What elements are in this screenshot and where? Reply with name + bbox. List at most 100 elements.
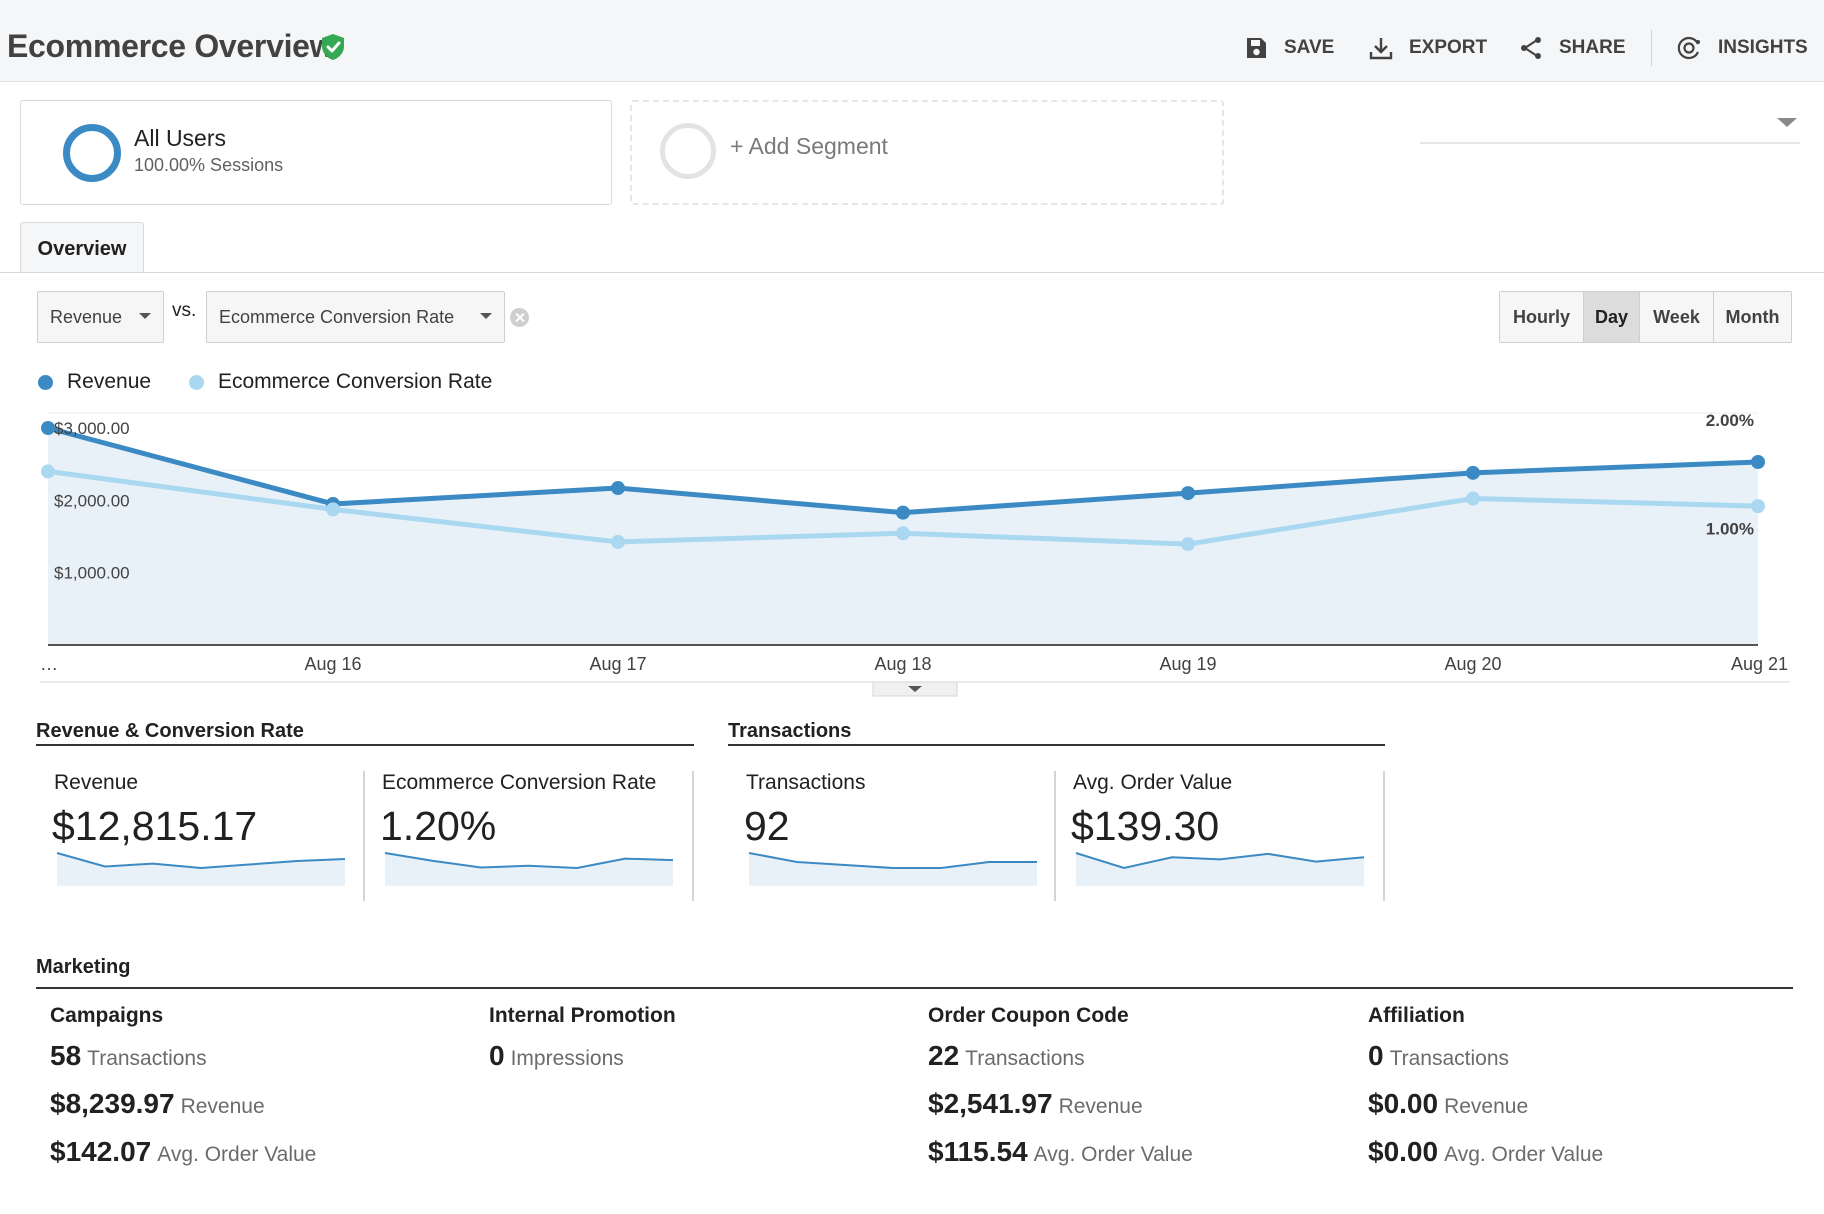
export-icon [1369, 38, 1393, 60]
insights-icon [1677, 36, 1700, 60]
conversion-point [1181, 537, 1195, 552]
revenue-point [1181, 486, 1195, 501]
marketing-metric: $0.00 Avg. Order Value [1368, 1136, 1603, 1184]
segment-all-users[interactable]: All Users 100.00% Sessions [20, 100, 612, 205]
marketing-column-title: Campaigns [50, 1004, 164, 1027]
sparkline [748, 852, 1037, 886]
marketing-column-title: Affiliation [1368, 1004, 1465, 1027]
segment-name: All Users [134, 125, 227, 151]
conversion-point [41, 464, 55, 479]
group-underline [728, 744, 1385, 746]
legend-dot-revenue [38, 374, 53, 390]
y-left-tick-label: $2,000.00 [54, 491, 130, 510]
scorecard-conversion-rate[interactable]: Ecommerce Conversion Rate 1.20% [364, 771, 694, 901]
segment-detail: 100.00% Sessions [134, 155, 284, 175]
group-title-transactions: Transactions [728, 720, 852, 742]
tab-overview[interactable]: Overview [20, 222, 144, 273]
metric-unit: Avg. Order Value [1033, 1143, 1193, 1166]
vs-label: vs. [172, 300, 197, 321]
revenue-point [896, 505, 910, 520]
share-button[interactable]: SHARE [1519, 30, 1626, 66]
metric-value: $0.00 [1368, 1136, 1439, 1167]
marketing-metric: $0.00 Revenue [1368, 1088, 1603, 1136]
scorecard-avg-order-value[interactable]: Avg. Order Value $139.30 [1055, 771, 1385, 901]
dropdown-caret-icon [139, 313, 151, 319]
revenue-point [611, 481, 625, 496]
scorecard-label: Avg. Order Value [1073, 771, 1233, 794]
card-divider [363, 771, 365, 901]
add-segment-label: + Add Segment [730, 133, 888, 159]
conversion-point [896, 526, 910, 541]
x-tick-label: Aug 20 [1444, 654, 1501, 674]
y-right-tick-label: 1.00% [1706, 520, 1754, 539]
save-button[interactable]: SAVE [1244, 30, 1334, 66]
marketing-metric: $8,239.97 Revenue [50, 1088, 316, 1136]
scorecard-revenue[interactable]: Revenue $12,815.17 [36, 771, 366, 901]
scorecard-value: 92 [744, 803, 790, 849]
scorecard-value: $139.30 [1071, 803, 1220, 849]
period-month[interactable]: Month [1713, 292, 1791, 342]
card-divider [1383, 771, 1385, 901]
x-tick-label: Aug 18 [874, 654, 931, 674]
chevron-down-icon [908, 686, 922, 692]
export-button[interactable]: EXPORT [1369, 30, 1487, 66]
conversion-point [611, 534, 625, 549]
period-toggle: Hourly Day Week Month [1499, 291, 1792, 343]
dropdown-caret-icon[interactable] [1777, 118, 1797, 127]
metric-unit: Revenue [1444, 1095, 1529, 1118]
x-tick-label: Aug 16 [304, 654, 361, 674]
sparkline [56, 852, 346, 886]
share-icon [1521, 37, 1541, 59]
marketing-affiliation[interactable]: Affiliation 0 Transactions $0.00 Revenue $… [1368, 1004, 1603, 1184]
metric-value: $115.54 [928, 1136, 1028, 1167]
marketing-campaigns[interactable]: Campaigns 58 Transactions $8,239.97 Revenu… [50, 1004, 316, 1184]
metric-unit: Impressions [510, 1047, 624, 1070]
marketing-order-coupon-code[interactable]: Order Coupon Code 22 Transactions $2,541.… [928, 1004, 1193, 1184]
scorecard-label: Revenue [54, 771, 139, 794]
primary-metric-label: Revenue [50, 307, 123, 327]
x-tick-label: Aug 17 [589, 654, 646, 674]
scorecard-label: Transactions [746, 771, 866, 794]
share-label: SHARE [1559, 37, 1626, 58]
sparkline-line [56, 852, 346, 870]
scorecard-label: Ecommerce Conversion Rate [382, 771, 657, 794]
x-tick-label: Aug 19 [1159, 654, 1216, 674]
sparkline-area [385, 853, 673, 886]
export-label: EXPORT [1409, 37, 1488, 58]
save-icon [1247, 38, 1266, 58]
sparkline-line [1075, 852, 1365, 870]
legend-dot-conversion [189, 374, 204, 390]
sparkline [384, 852, 674, 886]
period-week[interactable]: Week [1639, 292, 1713, 342]
marketing-metric: 58 Transactions [50, 1040, 316, 1088]
add-segment-button[interactable]: + Add Segment [630, 100, 1224, 205]
sparkline-area [57, 853, 345, 886]
save-label: SAVE [1284, 37, 1335, 58]
insights-button[interactable]: INSIGHTS [1676, 30, 1808, 66]
period-day[interactable]: Day [1583, 292, 1639, 342]
clear-icon[interactable] [510, 308, 529, 327]
period-hourly[interactable]: Hourly [1500, 292, 1583, 342]
secondary-metric-label: Ecommerce Conversion Rate [219, 307, 455, 327]
legend-label-revenue: Revenue [67, 370, 152, 393]
marketing-internal-promotion[interactable]: Internal Promotion 0 Impressions [489, 1004, 676, 1088]
metric-value: 22 [928, 1040, 960, 1071]
secondary-metric-select[interactable]: Ecommerce Conversion Rate [206, 291, 505, 343]
x-tick-label: Aug 21 [1731, 654, 1788, 674]
metric-value: $0.00 [1368, 1088, 1439, 1119]
y-left-tick-label: $3,000.00 [54, 419, 130, 438]
legend-conversion[interactable]: Ecommerce Conversion Rate [189, 370, 492, 394]
legend-revenue[interactable]: Revenue [38, 370, 151, 394]
scorecard-transactions[interactable]: Transactions 92 [728, 771, 1058, 901]
marketing-column-title: Internal Promotion [489, 1004, 676, 1027]
card-divider [692, 771, 694, 901]
marketing-metric: 0 Transactions [1368, 1040, 1603, 1088]
page-title: Ecommerce Overview [7, 28, 335, 64]
primary-metric-select[interactable]: Revenue [37, 291, 164, 343]
marketing-metric: $142.07 Avg. Order Value [50, 1136, 316, 1184]
metric-value: 58 [50, 1040, 82, 1071]
sparkline [1075, 852, 1365, 886]
card-divider [1054, 771, 1056, 901]
date-range-field[interactable] [1420, 142, 1800, 144]
revenue-point [41, 421, 55, 435]
